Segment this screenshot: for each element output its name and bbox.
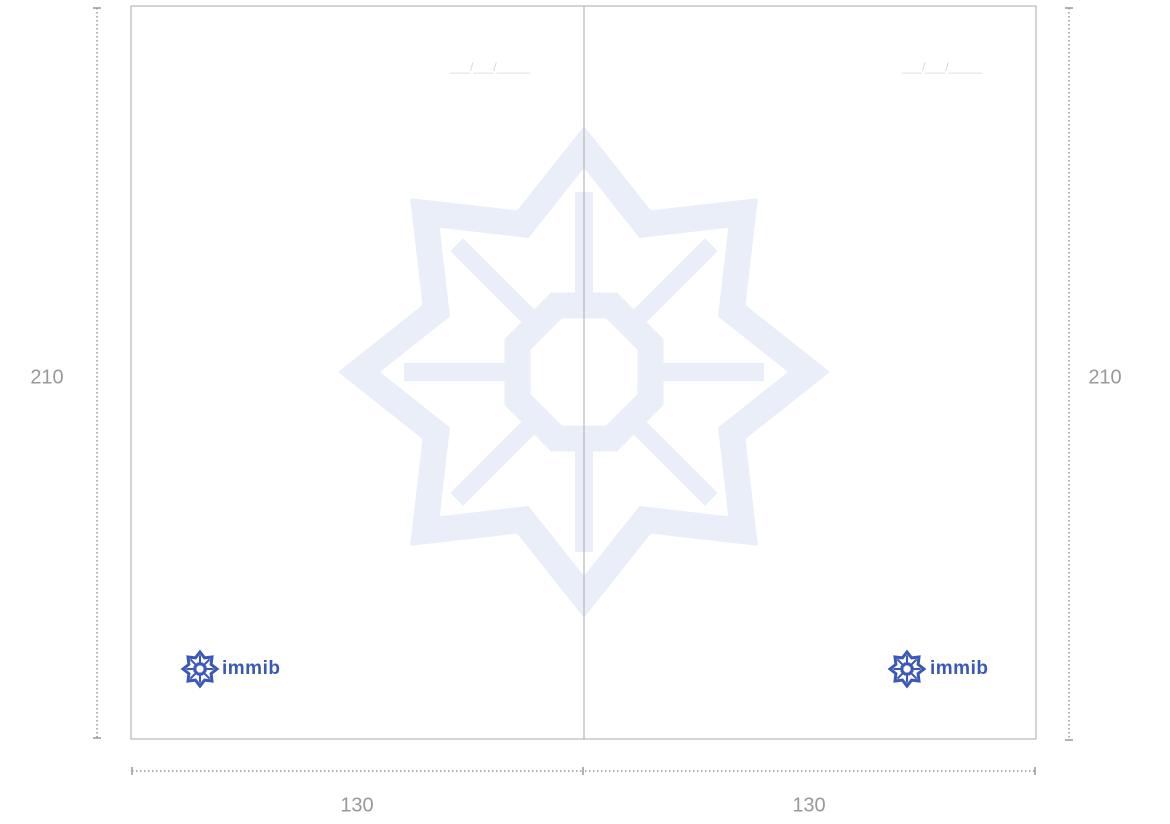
octagon xyxy=(902,664,912,674)
logo-icon xyxy=(183,652,217,686)
spoke xyxy=(457,423,533,499)
height-label: 210 xyxy=(30,366,63,388)
spoke xyxy=(190,673,196,679)
octagon xyxy=(195,664,205,674)
logo-icon xyxy=(890,652,924,686)
spoke xyxy=(635,245,711,321)
logo-text: immib xyxy=(930,658,988,679)
spoke xyxy=(635,423,711,499)
width-label: 130 xyxy=(792,794,825,816)
date-placeholder: ___/___/_____ xyxy=(449,60,530,74)
spoke xyxy=(897,659,903,665)
spoke xyxy=(190,659,196,665)
width-label: 130 xyxy=(340,794,373,816)
spoke xyxy=(204,673,210,679)
mockup: 210 210 130 130 ___/___/_____ ___/___/__… xyxy=(0,0,1170,824)
logo-text: immib xyxy=(222,658,280,679)
spoke xyxy=(911,673,917,679)
spoke xyxy=(897,673,903,679)
spoke xyxy=(457,245,533,321)
spoke xyxy=(911,659,917,665)
spoke xyxy=(204,659,210,665)
height-label: 210 xyxy=(1088,366,1121,388)
date-placeholder: ___/___/_____ xyxy=(901,60,982,74)
